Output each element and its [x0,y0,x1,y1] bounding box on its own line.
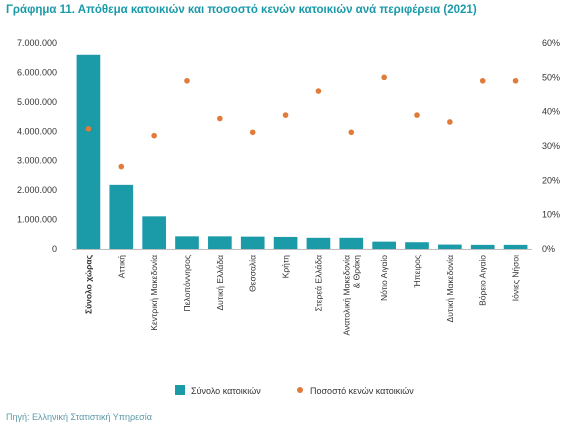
category-label: Ανατολική Μακεδονία& Θράκη [341,255,361,336]
bar [142,216,166,249]
scatter-point [151,132,157,139]
scatter-point [85,126,92,132]
right-axis-tick-label: 30% [542,141,560,151]
left-axis-tick-label: 6.000.000 [17,67,57,77]
bar [339,237,364,249]
category-label: Στερεά Ελλάδα [313,255,323,312]
bar [109,184,134,249]
left-axis-tick-label: 0 [52,244,57,254]
bar [470,244,495,249]
right-axis-tick-label: 40% [542,107,560,117]
bar [273,236,298,249]
category-label: Ιόνιες Νήσοι [511,255,521,301]
bar [208,236,232,249]
bar [175,236,199,249]
bar [240,236,265,249]
scatter-point [249,129,256,136]
left-axis-tick-label: 5.000.000 [17,97,57,107]
chart-title-text: Απόθεμα κατοικιών και ποσοστό κενών κατο… [77,4,477,16]
right-axis-tick-label: 60% [542,38,560,48]
left-axis-tick-label: 3.000.000 [17,156,57,166]
bar [438,244,462,249]
left-axis-tick-label: 2.000.000 [17,185,57,195]
category-label: Κεντρική Μακεδονία [149,255,159,331]
chart-title: Γράφημα 11. Απόθεμα κατοικιών και ποσοστ… [6,4,566,16]
scatter-point [118,163,125,170]
left-axis-tick-label: 7.000.000 [17,38,57,48]
right-axis-tick-label: 20% [542,175,560,185]
bar [372,241,396,249]
legend-label-bar: Σύνολο κατοικιών [191,386,261,396]
left-axis-tick-label: 1.000.000 [17,215,57,225]
category-label: Ήπειρος [412,255,422,288]
category-label: Κρήτη [281,255,291,279]
right-axis-tick-label: 0% [542,244,555,254]
bar [76,54,101,250]
category-label: Πελοπόννησος [182,255,192,312]
category-label: Δυτική Μακεδονία [445,255,455,323]
left-axis-tick-label: 4.000.000 [17,126,57,136]
category-label: Αττική [116,255,126,279]
scatter-point [315,88,322,94]
bar [503,244,528,249]
scatter-point [414,112,420,118]
scatter-point [282,112,289,118]
scatter-point [184,77,190,84]
legend-swatch-dot [297,387,303,393]
chart-title-number: Γράφημα 11. [6,4,75,16]
legend-swatch-bar [175,385,185,395]
category-label: Δυτική Ελλάδα [215,255,225,311]
scatter-point [381,74,387,81]
category-label: Θεσσαλία [248,255,258,292]
bar [306,237,331,249]
scatter-point [348,129,355,136]
bar [405,242,429,249]
scatter-point [217,115,223,122]
scatter-point [479,77,486,84]
category-label: Νότιο Αιγαίο [379,255,389,301]
right-axis-tick-label: 50% [542,72,560,82]
category-label: Σύνολο χώρας [83,254,93,314]
right-axis-tick-label: 10% [542,210,560,220]
scatter-point [512,77,519,84]
scatter-point [447,119,453,125]
legend-label-dot: Ποσοστό κενών κατοικιών [310,386,414,396]
source-note: Πηγή: Ελληνική Στατιστική Υπηρεσία [6,412,152,422]
category-label: Βόρειο Αιγαίο [478,255,488,306]
